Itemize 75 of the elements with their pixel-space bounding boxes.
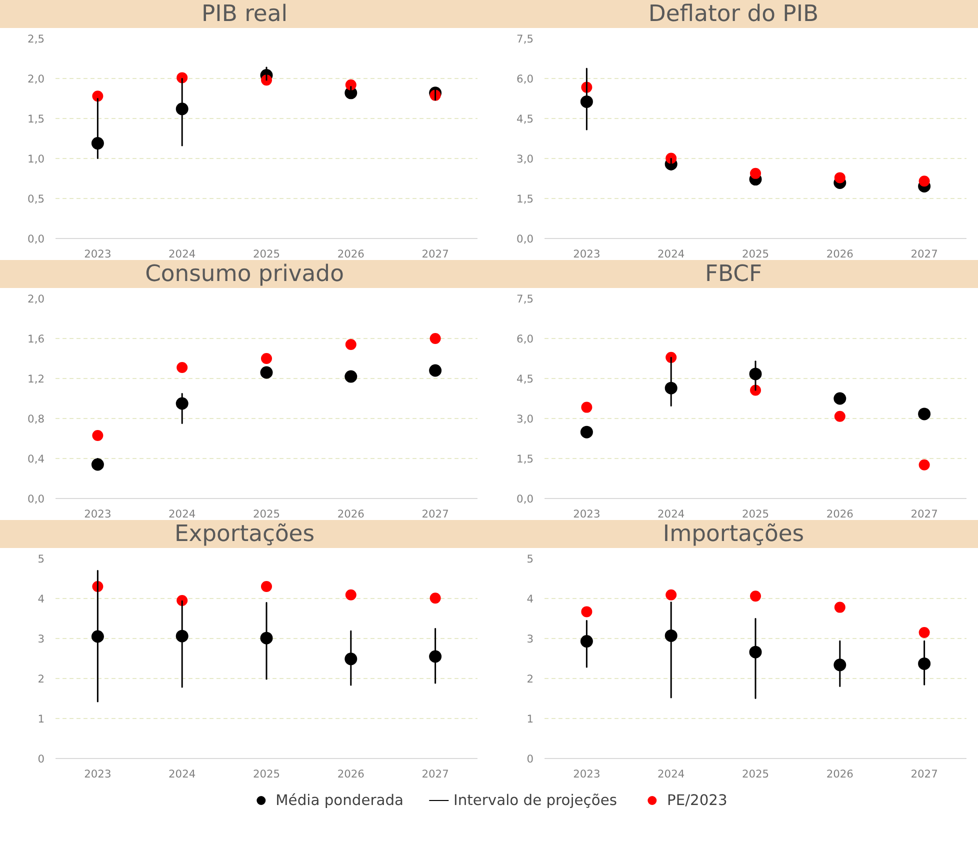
x-tick-label: 2025 — [252, 768, 280, 780]
y-tick-label: 1 — [526, 712, 534, 726]
x-tick-label: 2023 — [84, 508, 112, 520]
y-tick-label: 3 — [38, 632, 44, 646]
x-tick-label: 2027 — [910, 248, 938, 260]
y-tick-label: 6,0 — [516, 332, 534, 346]
y-tick-label: 5 — [38, 552, 44, 566]
x-tick-label: 2026 — [826, 768, 854, 780]
x-tick-label: 2023 — [84, 248, 112, 260]
x-tick-label: 2024 — [168, 248, 196, 260]
y-tick-label: 1,6 — [28, 332, 45, 346]
y-tick-label: 7,5 — [516, 292, 534, 306]
x-tick-label: 2026 — [826, 508, 854, 520]
y-tick-label: 1,5 — [516, 192, 534, 206]
y-tick-label: 4 — [526, 592, 534, 606]
y-tick-label: 2 — [526, 672, 534, 686]
y-tick-label: 2,0 — [28, 292, 45, 306]
y-tick-label: 7,5 — [516, 32, 534, 46]
legend-label: Média ponderada — [276, 792, 404, 808]
chart-title: PIB real — [201, 0, 288, 28]
x-tick-label: 2025 — [252, 248, 280, 260]
y-tick-label: 0,0 — [28, 492, 45, 506]
x-tick-label: 2024 — [658, 508, 685, 520]
x-tick-label: 2027 — [422, 508, 449, 520]
y-tick-label: 3 — [526, 632, 534, 646]
x-tick-label: 2025 — [742, 248, 770, 260]
x-tick-label: 2026 — [337, 768, 365, 780]
y-tick-label: 1,0 — [28, 152, 45, 166]
x-tick-label: 2027 — [422, 248, 449, 260]
x-tick-label: 2026 — [337, 248, 365, 260]
x-tick-label: 2024 — [658, 248, 685, 260]
x-tick-label: 2023 — [573, 248, 600, 260]
y-tick-label: 1 — [38, 712, 44, 726]
x-tick-label: 2023 — [84, 768, 112, 780]
y-tick-label: 1,5 — [516, 452, 534, 466]
y-tick-label: 0,4 — [28, 452, 45, 466]
x-tick-label: 2024 — [168, 768, 196, 780]
y-tick-label: 0,8 — [28, 412, 45, 426]
y-tick-label: 2,0 — [28, 72, 45, 86]
x-tick-label: 2025 — [742, 768, 770, 780]
x-tick-label: 2023 — [573, 508, 600, 520]
y-tick-label: 0,5 — [28, 192, 45, 206]
x-tick-label: 2025 — [742, 508, 770, 520]
x-tick-label: 2027 — [910, 768, 938, 780]
x-tick-label: 2027 — [910, 508, 938, 520]
chart-title: Consumo privado — [145, 260, 344, 288]
y-tick-label: 0 — [526, 752, 534, 766]
y-tick-label: 0,0 — [28, 232, 45, 246]
x-tick-label: 2027 — [422, 768, 449, 780]
x-tick-label: 2026 — [826, 248, 854, 260]
y-tick-label: 5 — [526, 552, 534, 566]
chart-title: Deflator do PIB — [648, 0, 819, 28]
y-tick-label: 0 — [38, 752, 45, 766]
chart-title: FBCF — [704, 260, 762, 288]
y-tick-label: 0,0 — [516, 492, 534, 506]
y-tick-label: 1,2 — [28, 372, 45, 386]
y-tick-label: 4,5 — [516, 112, 534, 126]
y-tick-label: 0,0 — [516, 232, 534, 246]
chart-title: Exportações — [174, 520, 315, 548]
y-tick-label: 4 — [38, 592, 45, 606]
legend-label: Intervalo de projeções — [454, 792, 617, 808]
y-tick-label: 2,5 — [28, 32, 45, 46]
y-tick-label: 4,5 — [516, 372, 534, 386]
y-tick-label: 3,0 — [516, 152, 534, 166]
x-tick-label: 2024 — [658, 768, 685, 780]
chart-title: Importações — [662, 520, 804, 548]
legend-label: PE/2023 — [667, 792, 728, 808]
y-tick-label: 1,5 — [28, 112, 45, 126]
y-tick-label: 2 — [38, 672, 44, 686]
y-tick-label: 6,0 — [516, 72, 534, 86]
x-tick-label: 2024 — [168, 508, 196, 520]
x-tick-label: 2023 — [573, 768, 600, 780]
y-tick-label: 3,0 — [516, 412, 534, 426]
x-tick-label: 2026 — [337, 508, 365, 520]
x-tick-label: 2025 — [252, 508, 280, 520]
